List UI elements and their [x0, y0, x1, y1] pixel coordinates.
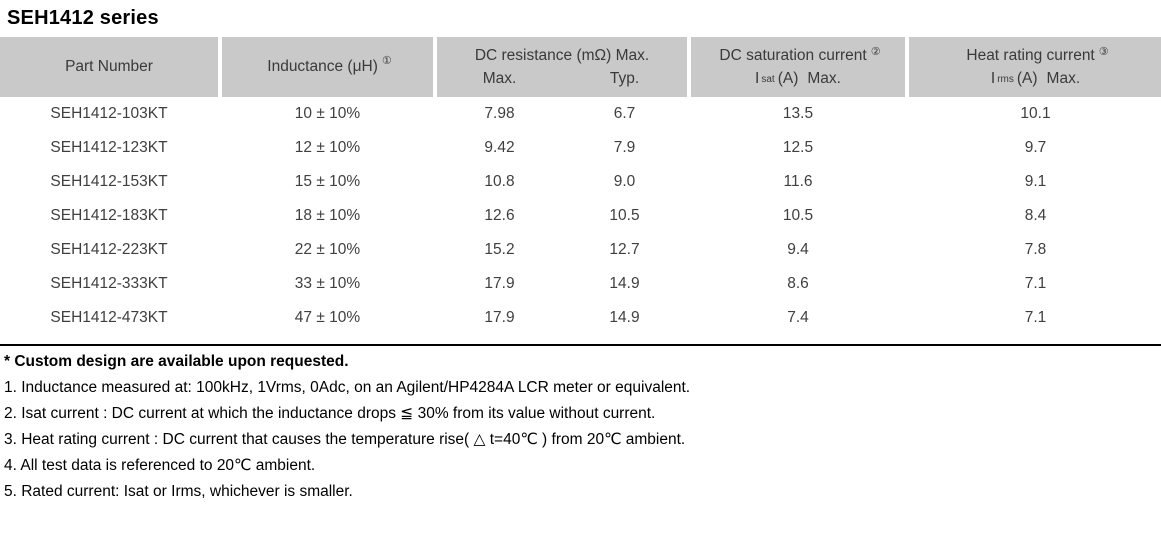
col-header-dc-saturation-label: DC saturation current — [719, 47, 867, 64]
datasheet-page: SEH1412 series Part Number Inductance (μ… — [0, 6, 1161, 537]
col-header-dc-resistance: DC resistance (mΩ) Max. Max. Typ. — [437, 37, 687, 97]
cell-isat: 10.5 — [782, 207, 814, 224]
cell-inductance: 47 ± 10% — [294, 309, 361, 326]
notes-section: * Custom design are available upon reque… — [4, 351, 1161, 502]
table-row: SEH1412-123KT 12 ± 10% 9.42 7.9 12.5 9.7 — [0, 131, 1161, 165]
footnote-ref-2: ② — [870, 46, 881, 58]
footnote-ref-3: ③ — [1098, 46, 1109, 58]
cell-inductance: 12 ± 10% — [294, 139, 361, 156]
footnote-ref-1: ① — [381, 54, 392, 67]
cell-part-number: SEH1412-153KT — [50, 173, 168, 190]
cell-irms: 7.8 — [1024, 241, 1047, 258]
col-header-heat-rating-label: Heat rating current — [966, 47, 1095, 64]
table-row: SEH1412-183KT 18 ± 10% 12.6 10.5 10.5 8.… — [0, 199, 1161, 233]
isat-symbol: I — [755, 70, 760, 87]
cell-part-number: SEH1412-333KT — [50, 275, 168, 292]
col-header-resistance-max: Max. — [482, 70, 517, 87]
isat-max-label: Max. — [807, 70, 841, 87]
col-header-part-number: Part Number — [0, 37, 218, 97]
cell-resistance-typ: 9.0 — [613, 173, 636, 190]
cell-isat: 13.5 — [782, 105, 814, 122]
cell-irms: 7.1 — [1024, 275, 1047, 292]
cell-isat: 9.4 — [787, 241, 809, 258]
cell-resistance: 17.9 14.9 — [437, 267, 687, 301]
note-test-reference: 4. All test data is referenced to 20℃ am… — [4, 457, 316, 474]
cell-part-number: SEH1412-123KT — [50, 139, 168, 156]
col-header-dc-saturation-label-row: DC saturation current ② — [691, 37, 905, 67]
cell-resistance-max: 12.6 — [484, 207, 515, 224]
note-heat-rating-definition: 3. Heat rating current : DC current that… — [4, 431, 686, 448]
cell-resistance: 17.9 14.9 — [437, 301, 687, 335]
cell-resistance-typ: 10.5 — [609, 207, 640, 224]
table-row: SEH1412-223KT 22 ± 10% 15.2 12.7 9.4 7.8 — [0, 233, 1161, 267]
cell-resistance-typ: 14.9 — [609, 309, 640, 326]
cell-isat: 11.6 — [783, 173, 813, 190]
cell-irms: 9.7 — [1024, 139, 1047, 156]
irms-max-label: Max. — [1046, 70, 1081, 87]
cell-part-number: SEH1412-103KT — [50, 105, 168, 122]
cell-resistance-typ: 6.7 — [613, 105, 636, 122]
cell-resistance: 7.98 6.7 — [437, 97, 687, 131]
cell-irms: 8.4 — [1024, 207, 1047, 224]
table-header-row: Part Number Inductance (μH) ① DC resistan… — [0, 37, 1161, 97]
note-rated-current: 5. Rated current: Isat or Irms, whicheve… — [4, 483, 353, 500]
cell-part-number: SEH1412-473KT — [50, 309, 168, 326]
cell-part-number: SEH1412-223KT — [50, 241, 168, 258]
cell-resistance-typ: 7.9 — [613, 139, 636, 156]
custom-design-note: * Custom design are available upon reque… — [4, 353, 349, 370]
col-header-inductance: Inductance (μH) ① — [222, 37, 433, 97]
cell-inductance: 18 ± 10% — [294, 207, 361, 224]
cell-isat: 12.5 — [782, 139, 814, 156]
cell-resistance-max: 9.42 — [484, 139, 515, 156]
col-header-resistance-typ: Typ. — [609, 70, 640, 87]
irms-symbol: I — [990, 70, 996, 87]
cell-inductance: 33 ± 10% — [294, 275, 361, 292]
irms-unit: (A) — [1016, 70, 1038, 87]
cell-resistance-max: 15.2 — [484, 241, 515, 258]
note-isat-definition: 2. Isat current : DC current at which th… — [4, 405, 656, 422]
cell-resistance: 12.6 10.5 — [437, 199, 687, 233]
cell-isat: 8.6 — [787, 275, 809, 292]
isat-unit: (A) — [777, 70, 799, 87]
cell-inductance: 15 ± 10% — [294, 173, 361, 190]
cell-resistance: 9.42 7.9 — [437, 131, 687, 165]
cell-irms: 7.1 — [1024, 309, 1047, 326]
cell-resistance-max: 17.9 — [484, 309, 515, 326]
spec-table: Part Number Inductance (μH) ① DC resistan… — [0, 37, 1161, 335]
divider-line — [0, 344, 1161, 346]
isat-subscript: sat — [761, 74, 775, 85]
cell-resistance-typ: 14.9 — [609, 275, 640, 292]
table-row: SEH1412-103KT 10 ± 10% 7.98 6.7 13.5 10.… — [0, 97, 1161, 131]
col-header-inductance-label: Inductance (μH) — [267, 58, 378, 75]
cell-resistance-max: 7.98 — [484, 105, 515, 122]
table-row: SEH1412-473KT 47 ± 10% 17.9 14.9 7.4 7.1 — [0, 301, 1161, 335]
col-header-part-number-label: Part Number — [65, 58, 153, 75]
cell-inductance: 22 ± 10% — [294, 241, 361, 258]
cell-resistance-typ: 12.7 — [609, 241, 640, 258]
cell-resistance-max: 17.9 — [484, 275, 515, 292]
note-inductance-measurement: 1. Inductance measured at: 100kHz, 1Vrms… — [4, 379, 691, 396]
col-header-dc-resistance-label: DC resistance (mΩ) Max. — [474, 47, 650, 64]
cell-irms: 10.1 — [1020, 105, 1051, 122]
table-row: SEH1412-333KT 33 ± 10% 17.9 14.9 8.6 7.1 — [0, 267, 1161, 301]
cell-part-number: SEH1412-183KT — [50, 207, 168, 224]
cell-resistance: 10.8 9.0 — [437, 165, 687, 199]
col-header-dc-resistance-subrow: Max. Typ. — [437, 67, 687, 97]
page-title: SEH1412 series — [7, 7, 159, 29]
cell-resistance-max: 10.8 — [484, 173, 515, 190]
cell-irms: 9.1 — [1024, 173, 1047, 190]
cell-isat: 7.4 — [787, 309, 809, 326]
table-row: SEH1412-153KT 15 ± 10% 10.8 9.0 11.6 9.1 — [0, 165, 1161, 199]
irms-subscript: rms — [997, 74, 1014, 85]
col-header-dc-resistance-label-row: DC resistance (mΩ) Max. — [437, 37, 687, 67]
cell-inductance: 10 ± 10% — [294, 105, 361, 122]
cell-resistance: 15.2 12.7 — [437, 233, 687, 267]
table-body: SEH1412-103KT 10 ± 10% 7.98 6.7 13.5 10.… — [0, 97, 1161, 335]
col-header-heat-rating-label-row: Heat rating current ③ — [909, 37, 1161, 67]
